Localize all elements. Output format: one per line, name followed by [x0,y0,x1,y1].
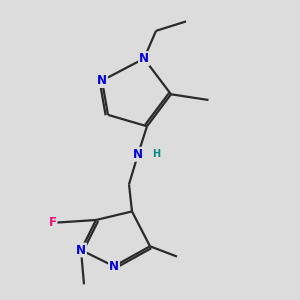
Text: H: H [152,149,161,159]
Text: N: N [139,52,149,65]
Text: N: N [97,74,107,87]
Text: N: N [133,148,143,161]
Text: N: N [109,260,119,273]
Text: N: N [76,244,86,256]
Text: F: F [49,216,56,230]
